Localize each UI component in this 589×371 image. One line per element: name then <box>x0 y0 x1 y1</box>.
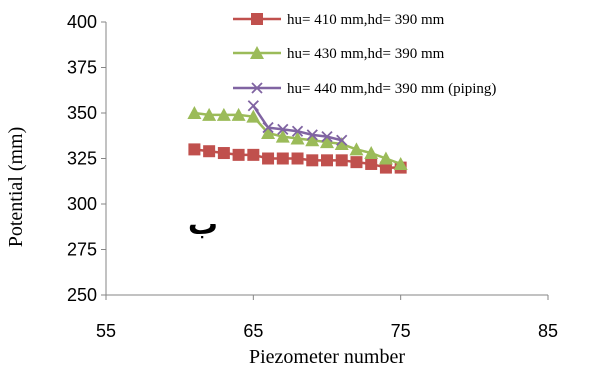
y-tick-label: 375 <box>67 58 97 78</box>
data-point <box>188 143 201 156</box>
x-tick-label: 55 <box>96 321 116 341</box>
data-point <box>262 152 275 165</box>
chart-annotation: ب <box>188 207 218 242</box>
data-point <box>336 134 348 146</box>
data-point <box>393 156 408 170</box>
series-2 <box>187 106 408 170</box>
x-tick-label: 75 <box>391 321 411 341</box>
series-layer <box>187 100 408 174</box>
y-tick-label: 325 <box>67 149 97 169</box>
legend-label: hu= 440 mm,hd= 390 mm (piping) <box>287 81 496 97</box>
legend: hu= 410 mm,hd= 390 mm hu= 430 mm,hd= 390 … <box>233 12 496 97</box>
data-point <box>246 109 261 123</box>
data-point <box>216 107 231 121</box>
x-tick-label: 65 <box>243 321 263 341</box>
data-point <box>291 152 304 165</box>
y-tick-label: 400 <box>67 12 97 32</box>
data-point <box>247 148 260 161</box>
data-point <box>290 131 305 145</box>
series-1 <box>188 143 407 174</box>
data-point <box>306 154 319 167</box>
data-point <box>350 156 363 169</box>
data-point <box>334 136 349 150</box>
y-axis-title: Potential (mm) <box>5 127 27 248</box>
data-point <box>349 142 364 156</box>
data-point <box>335 154 348 167</box>
data-point <box>365 157 378 170</box>
data-point <box>276 152 289 165</box>
data-point <box>231 107 246 121</box>
legend-label: hu= 410 mm,hd= 390 mm <box>287 12 445 28</box>
x-tick-label: 85 <box>538 321 558 341</box>
data-point <box>291 125 304 137</box>
data-point <box>202 107 217 121</box>
legend-marker <box>251 13 263 25</box>
data-point <box>277 123 289 136</box>
data-point <box>379 161 392 174</box>
data-point <box>306 129 318 141</box>
data-point <box>364 146 379 160</box>
data-point <box>305 133 320 147</box>
data-point <box>320 135 334 149</box>
data-point <box>378 151 393 165</box>
data-point <box>261 126 276 140</box>
data-point <box>321 131 333 143</box>
y-tick-label: 275 <box>67 240 97 260</box>
legend-entry: hu= 430 mm,hd= 390 mm <box>233 46 445 62</box>
data-point <box>275 129 290 143</box>
x-tick-labels: 55 65 75 85 <box>96 295 558 341</box>
legend-marker <box>251 82 263 94</box>
x-axis-title: Piezometer number <box>249 346 405 368</box>
data-point <box>262 121 274 134</box>
data-point <box>203 145 216 158</box>
legend-entry: hu= 410 mm,hd= 390 mm <box>233 12 445 28</box>
legend-entry: hu= 440 mm,hd= 390 mm (piping) <box>233 81 496 97</box>
y-tick-label: 250 <box>67 285 97 305</box>
data-point <box>217 147 230 160</box>
data-point <box>247 100 259 112</box>
legend-marker <box>250 46 264 59</box>
data-point <box>187 106 202 119</box>
series-3 <box>247 100 348 146</box>
y-tick-labels: 250 275 300 325 350 375 400 <box>67 12 106 305</box>
data-point <box>232 148 245 161</box>
y-tick-label: 350 <box>67 103 97 123</box>
legend-label: hu= 430 mm,hd= 390 mm <box>287 46 445 62</box>
y-tick-label: 300 <box>67 194 97 214</box>
data-point <box>321 154 333 167</box>
